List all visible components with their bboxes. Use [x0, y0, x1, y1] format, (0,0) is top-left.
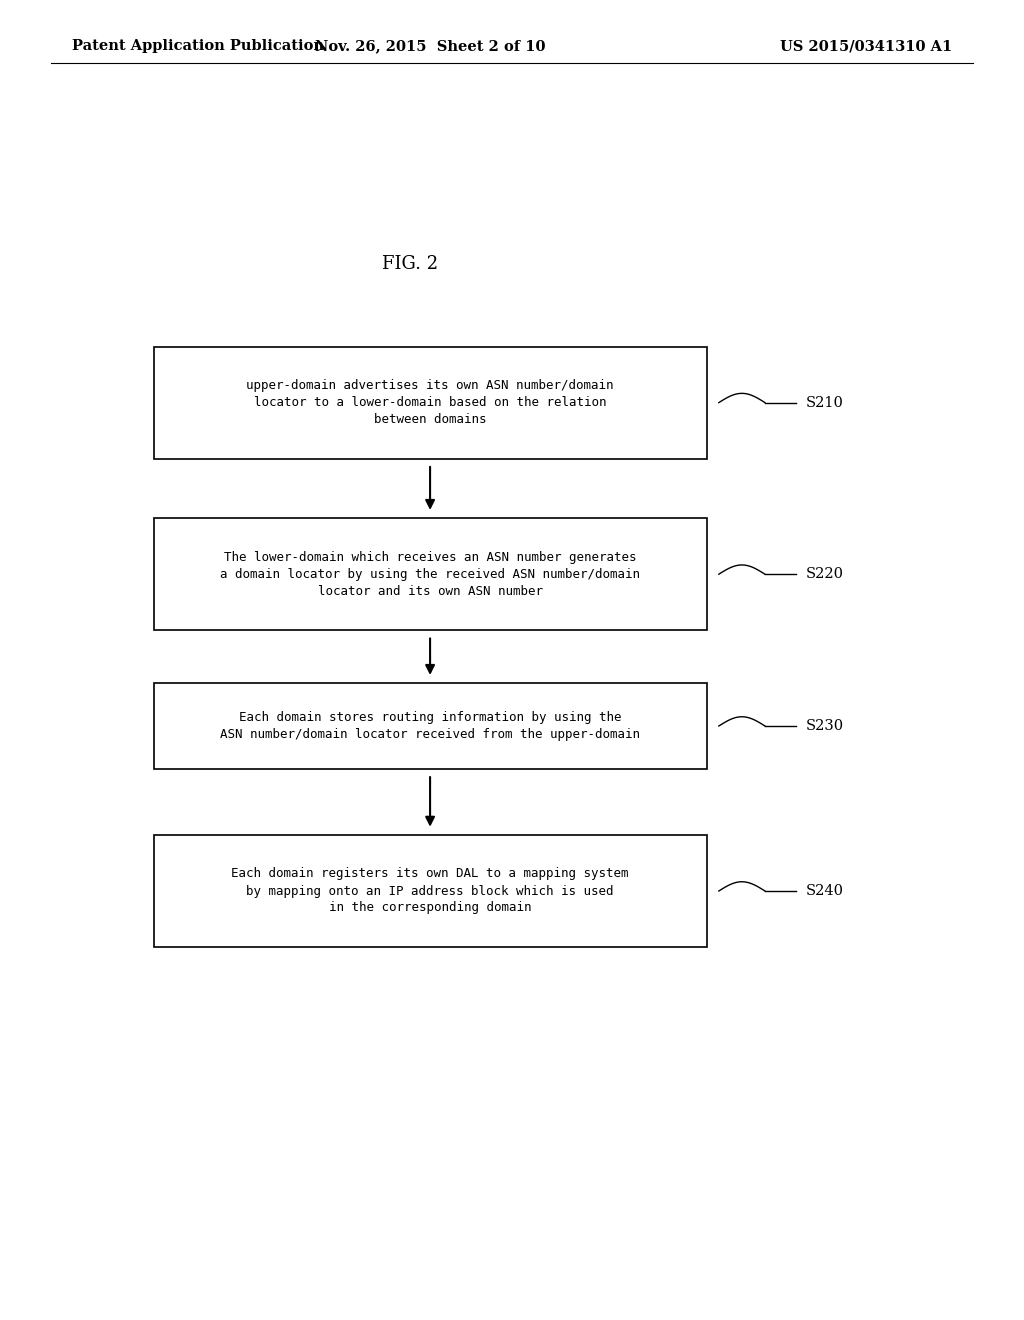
Bar — [154, 347, 707, 459]
Text: upper-domain advertises its own ASN number/domain
locator to a lower-domain base: upper-domain advertises its own ASN numb… — [247, 379, 613, 426]
Text: S240: S240 — [806, 884, 844, 898]
Text: Each domain registers its own DAL to a mapping system
by mapping onto an IP addr: Each domain registers its own DAL to a m… — [231, 867, 629, 915]
Text: S210: S210 — [806, 396, 844, 409]
Text: US 2015/0341310 A1: US 2015/0341310 A1 — [780, 40, 952, 53]
Bar — [154, 684, 707, 768]
Bar — [154, 834, 707, 948]
Text: Nov. 26, 2015  Sheet 2 of 10: Nov. 26, 2015 Sheet 2 of 10 — [314, 40, 546, 53]
Text: Each domain stores routing information by using the
ASN number/domain locator re: Each domain stores routing information b… — [220, 711, 640, 741]
Text: The lower-domain which receives an ASN number generates
a domain locator by usin: The lower-domain which receives an ASN n… — [220, 550, 640, 598]
Bar — [154, 519, 707, 631]
Text: S220: S220 — [806, 568, 844, 581]
Text: Patent Application Publication: Patent Application Publication — [72, 40, 324, 53]
Text: S230: S230 — [806, 719, 844, 733]
Text: FIG. 2: FIG. 2 — [382, 255, 437, 273]
